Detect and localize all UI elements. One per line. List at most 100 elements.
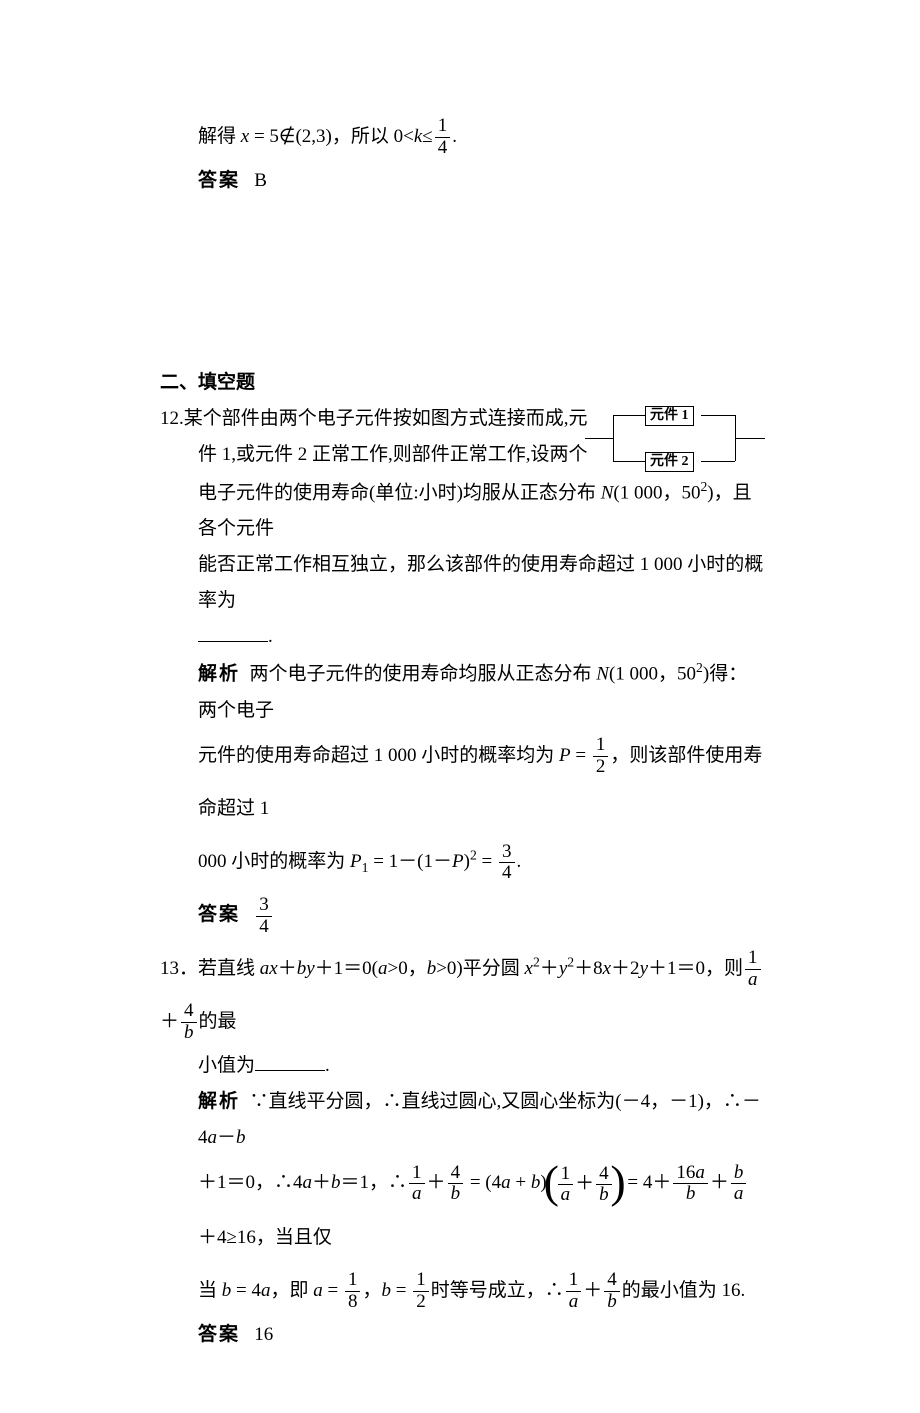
text: = 4＋ xyxy=(623,1172,672,1193)
period: . xyxy=(325,1055,330,1076)
text: ＋1＝0，∴4 xyxy=(198,1172,303,1193)
text: 小值为 xyxy=(198,1055,255,1076)
q12-analysis-2: 元件的使用寿命超过 1 000 小时的概率均为 P = 12，则该部件使用寿命超… xyxy=(160,729,765,835)
q13-answer: 答案 16 xyxy=(160,1317,765,1353)
q13-analysis-3: 当 b = 4a，即 a = 18，b = 12时等号成立，∴1a＋4b的最小值… xyxy=(160,1264,765,1317)
text: ＋1＝0( xyxy=(315,958,378,979)
q13-line1: 13．若直线 ax＋by＋1＝0(a>0，b>0)平分圆 x2＋y2＋8x＋2y… xyxy=(160,942,765,1048)
sq: 2 xyxy=(533,954,540,969)
var-ax: ax xyxy=(260,958,278,979)
q12-line4: 能否正常工作相互独立，那么该部件的使用寿命超过 1 000 小时的概率为 xyxy=(160,547,765,619)
q13-analysis-1: 解析 ∵直线平分圆，∴直线过圆心,又圆心坐标为(－4，－1)，∴－4a－b xyxy=(160,1084,765,1156)
fraction-4-b: 4b xyxy=(181,1001,197,1044)
var-x: x xyxy=(525,958,533,979)
q12: 元件 1 元件 2 12.某个部件由两个电子元件按如图方式连接而成,元 件 1,… xyxy=(160,401,765,941)
var-b: b xyxy=(236,1127,246,1148)
text: ＋2 xyxy=(611,958,640,979)
fraction-4-b: 4b xyxy=(596,1164,612,1207)
var-a: a xyxy=(313,1280,323,1301)
var-P1: P xyxy=(350,851,362,872)
text: (1 000，50 xyxy=(609,664,696,685)
page: 解得 x = 5∉(2,3)，所以 0<k≤14. 答案 B 二、填空题 元件 … xyxy=(0,0,920,1413)
plus: + xyxy=(511,1172,531,1193)
var-b: b xyxy=(331,1172,341,1193)
fill-blank xyxy=(198,624,268,642)
var-b: b xyxy=(381,1280,391,1301)
var-b: b xyxy=(222,1280,232,1301)
text: 时等号成立，∴ xyxy=(431,1280,564,1301)
plus: ＋ xyxy=(278,958,297,979)
period: . xyxy=(517,851,522,872)
q12-line3: 电子元件的使用寿命(单位:小时)均服从正态分布 N(1 000，502)，且各个… xyxy=(160,474,765,548)
text: (1 000，50 xyxy=(613,482,700,503)
comma: ， xyxy=(362,1280,381,1301)
paren-group: 1a＋4b xyxy=(547,1157,623,1210)
fraction-1-a: 1a xyxy=(745,948,761,991)
plus: ＋ xyxy=(427,1172,446,1193)
var-x: x xyxy=(241,126,249,147)
period: . xyxy=(268,626,273,647)
var-b: b xyxy=(531,1172,541,1193)
var-a: a xyxy=(208,1127,218,1148)
component-1-box: 元件 1 xyxy=(645,406,694,426)
answer-label: 答案 xyxy=(198,904,240,925)
var-a: a xyxy=(378,958,388,979)
eq: = xyxy=(391,1280,411,1301)
fraction-16a-b: 16ab xyxy=(673,1163,708,1206)
le: ≤ xyxy=(422,126,432,147)
text: >0)平分圆 xyxy=(436,958,524,979)
eq: = xyxy=(323,1280,343,1301)
text: 的最小值为 16. xyxy=(622,1280,746,1301)
analysis-label: 解析 xyxy=(198,1091,240,1112)
var-x: x xyxy=(603,958,611,979)
q12-analysis-3: 000 小时的概率为 P1 = 1－(1－P)2 = 34. xyxy=(160,835,765,888)
text: ∵直线平分圆，∴直线过圆心,又圆心坐标为(－4，－1)，∴－4 xyxy=(198,1091,761,1148)
comma: ，即 xyxy=(270,1280,313,1301)
answer-value: B xyxy=(254,170,267,191)
eq: = xyxy=(477,851,497,872)
component-2-box: 元件 2 xyxy=(645,452,694,472)
text: = 5∉(2,3)，所以 0< xyxy=(249,126,414,147)
answer-label: 答案 xyxy=(198,170,240,191)
var-N: N xyxy=(601,482,614,503)
text: ＝1，∴ xyxy=(341,1172,408,1193)
sq: 2 xyxy=(696,660,703,675)
fraction-3-4: 34 xyxy=(256,895,272,938)
fraction-b-a: ba xyxy=(731,1163,747,1206)
fraction-4-b: 4b xyxy=(604,1270,620,1313)
fraction-3-4: 34 xyxy=(499,842,515,885)
q12-answer: 答案 34 xyxy=(160,888,765,941)
q12-number: 12. xyxy=(160,408,184,429)
q13-number: 13． xyxy=(160,958,198,979)
q13-line2: 小值为. xyxy=(160,1048,765,1084)
fraction-1-2: 12 xyxy=(593,735,609,778)
plus: ＋ xyxy=(160,1011,179,1032)
var-P: P xyxy=(452,851,464,872)
var-y: y xyxy=(640,958,648,979)
spacer xyxy=(160,199,765,359)
text: = 4 xyxy=(231,1280,261,1301)
var-b: b xyxy=(427,958,437,979)
plus: ＋ xyxy=(710,1172,729,1193)
text: = 1－(1－ xyxy=(368,851,452,872)
text: 解得 xyxy=(198,126,241,147)
top-answer: 答案 B xyxy=(160,163,765,199)
q13: 13．若直线 ax＋by＋1＝0(a>0，b>0)平分圆 x2＋y2＋8x＋2y… xyxy=(160,942,765,1353)
var-P: P xyxy=(559,745,571,766)
fraction-1-a: 1a xyxy=(566,1270,582,1313)
text: 当 xyxy=(198,1280,222,1301)
text: 某个部件由两个电子元件按如图方式连接而成,元 xyxy=(184,408,588,429)
var-y: y xyxy=(559,958,567,979)
fraction-1-8: 18 xyxy=(345,1270,361,1313)
eq: = xyxy=(571,745,591,766)
circuit-diagram: 元件 1 元件 2 xyxy=(585,403,775,473)
plus: ＋ xyxy=(575,1173,594,1194)
text: 电子元件的使用寿命(单位:小时)均服从正态分布 xyxy=(198,482,601,503)
analysis-label: 解析 xyxy=(198,664,240,685)
answer-value: 16 xyxy=(254,1324,273,1345)
text: = (4 xyxy=(465,1172,501,1193)
text: ＋8 xyxy=(574,958,603,979)
plus: ＋ xyxy=(583,1280,602,1301)
minus: － xyxy=(217,1127,236,1148)
fraction-1-a: 1a xyxy=(558,1164,574,1207)
